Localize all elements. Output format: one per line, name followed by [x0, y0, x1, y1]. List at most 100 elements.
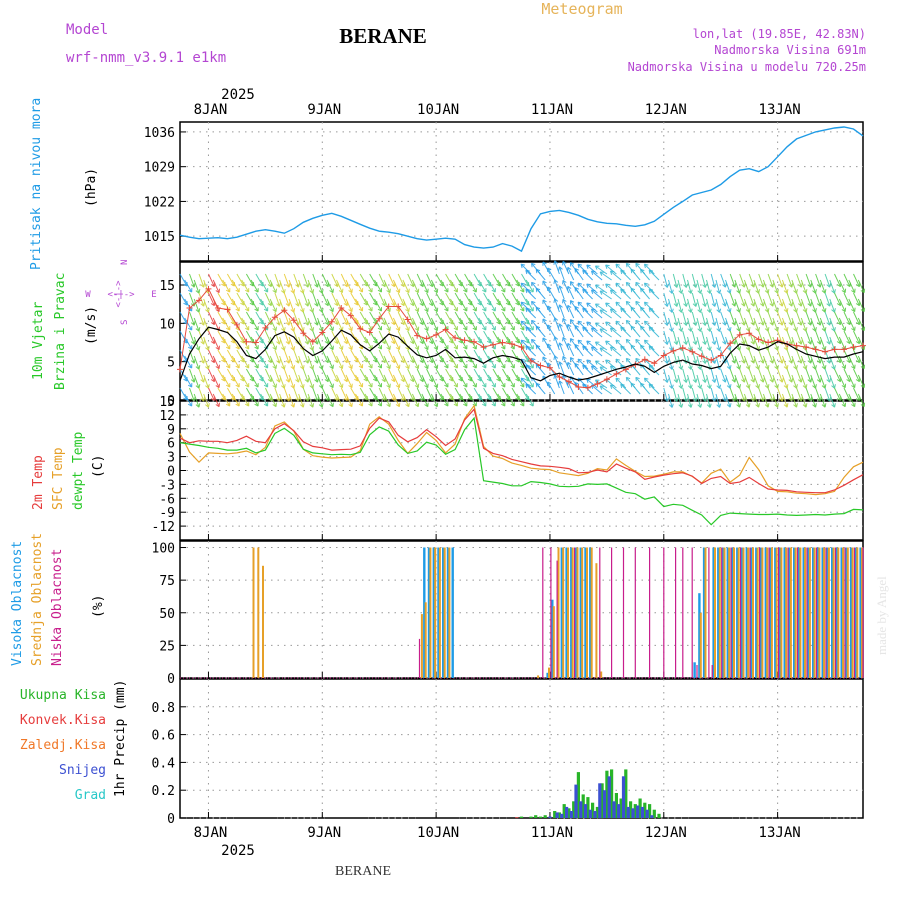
gust-mark — [385, 303, 392, 310]
wind-arrow — [701, 311, 707, 326]
wind-arrow — [288, 317, 296, 332]
gust-mark — [746, 330, 753, 337]
wind-arrow — [198, 368, 205, 383]
cloud-bar-low — [663, 547, 665, 678]
wind-arrow — [677, 317, 684, 332]
wind-arrow — [582, 269, 593, 281]
gust-mark — [613, 370, 620, 377]
cloud-bar-mid — [766, 547, 769, 678]
wind-arrow — [459, 355, 468, 369]
wind-arrow — [672, 330, 679, 345]
wind-arrow — [298, 279, 305, 294]
wind-arrow — [421, 317, 429, 332]
gust-mark — [271, 314, 278, 321]
wind-arrow — [586, 264, 598, 275]
wind-arrow — [525, 374, 534, 388]
wind-arrow — [483, 311, 492, 325]
wind-arrow — [577, 282, 589, 294]
wind-arrow — [506, 336, 515, 350]
wind-arrow — [605, 283, 617, 294]
cloud-bar-high — [769, 547, 772, 678]
wind-arrow — [464, 292, 473, 306]
wind-arrow — [640, 344, 650, 357]
wind-arrow — [648, 364, 660, 376]
wind-arrow — [701, 330, 707, 345]
wind-arrow — [317, 279, 324, 294]
wind-arrow — [553, 298, 560, 313]
cloud-bar-mid — [752, 547, 754, 678]
gust-mark — [300, 330, 307, 337]
wind-arrow — [767, 292, 775, 307]
wind-arrow — [392, 355, 401, 370]
cloud-bar-high — [731, 547, 734, 678]
cloud-bar-mid — [434, 547, 437, 678]
wind-arrow — [516, 393, 525, 407]
y-tick-label: 10 — [159, 317, 175, 332]
wind-arrow — [497, 298, 506, 312]
cloud-bar-mid — [846, 547, 849, 678]
wind-arrow — [411, 393, 420, 408]
wind-arrow — [198, 330, 205, 345]
wind-arrow — [226, 311, 235, 325]
wind-arrow — [781, 374, 789, 389]
precip-bar-snow — [617, 804, 621, 818]
cloud-bar-mid — [562, 547, 565, 678]
wind-arrow — [838, 279, 847, 294]
gust-mark — [461, 337, 468, 344]
gust-mark — [499, 339, 506, 346]
wind-arrow — [383, 298, 391, 313]
wind-arrow — [558, 266, 565, 281]
wind-arrow — [274, 387, 281, 402]
wind-arrow — [574, 287, 584, 300]
precip-bar-snow — [593, 811, 597, 818]
wind-arrow — [691, 292, 698, 307]
wind-arrow — [345, 317, 353, 332]
wind-arrow — [492, 311, 501, 325]
wind-arrow — [615, 320, 627, 332]
pressure-unit: (hPa) — [84, 168, 99, 207]
wind-arrow — [800, 374, 808, 389]
wind-arrow — [307, 279, 315, 294]
wind-arrow — [706, 298, 712, 313]
cloud-ticks: 0 25 50 75 100 — [152, 542, 863, 687]
wind-arrows — [179, 260, 866, 408]
wind-arrow — [710, 330, 717, 345]
wind-arrow — [245, 292, 254, 306]
gust-mark — [660, 352, 667, 359]
wind-arrow — [421, 298, 429, 313]
wind-arrow — [720, 387, 727, 402]
y-tick-label: 12 — [159, 409, 175, 424]
wind-arrow — [848, 279, 856, 294]
cloud-bar-mid — [804, 547, 807, 678]
cloud-bar-low — [778, 547, 780, 678]
cloud-bar-mid — [429, 547, 432, 678]
wind-arrow — [566, 285, 575, 300]
precip-bar-snow — [640, 806, 644, 818]
compass-n: N — [120, 260, 130, 265]
wind-arrow — [599, 385, 612, 395]
wind-arrow — [725, 374, 732, 389]
wind-arrow — [345, 374, 353, 389]
wind-arrow — [283, 387, 291, 402]
precip-bar-total — [629, 801, 633, 818]
wind-arrow — [279, 317, 286, 332]
bottom-day-label: 10JAN — [417, 825, 459, 841]
wind-arrow — [701, 273, 707, 288]
wind-arrow — [582, 345, 593, 357]
wind-arrow — [791, 279, 798, 294]
wind-arrow — [566, 342, 575, 357]
cloud-bar-high — [793, 547, 796, 678]
wind-arrow — [445, 292, 454, 306]
wind-arrow — [609, 384, 622, 395]
wind-arrow — [374, 374, 382, 388]
y-tick-label: 0.8 — [152, 701, 175, 716]
y-tick-label: 15 — [159, 395, 175, 410]
wind-arrow — [269, 279, 277, 294]
wind-arrow — [734, 355, 741, 370]
wind-arrow — [535, 382, 546, 395]
wind-arrow — [677, 279, 684, 294]
wind-arrow — [640, 268, 650, 281]
wind-arrow — [574, 325, 584, 338]
wind-arrow — [815, 273, 822, 288]
wind-arrow — [640, 287, 650, 300]
